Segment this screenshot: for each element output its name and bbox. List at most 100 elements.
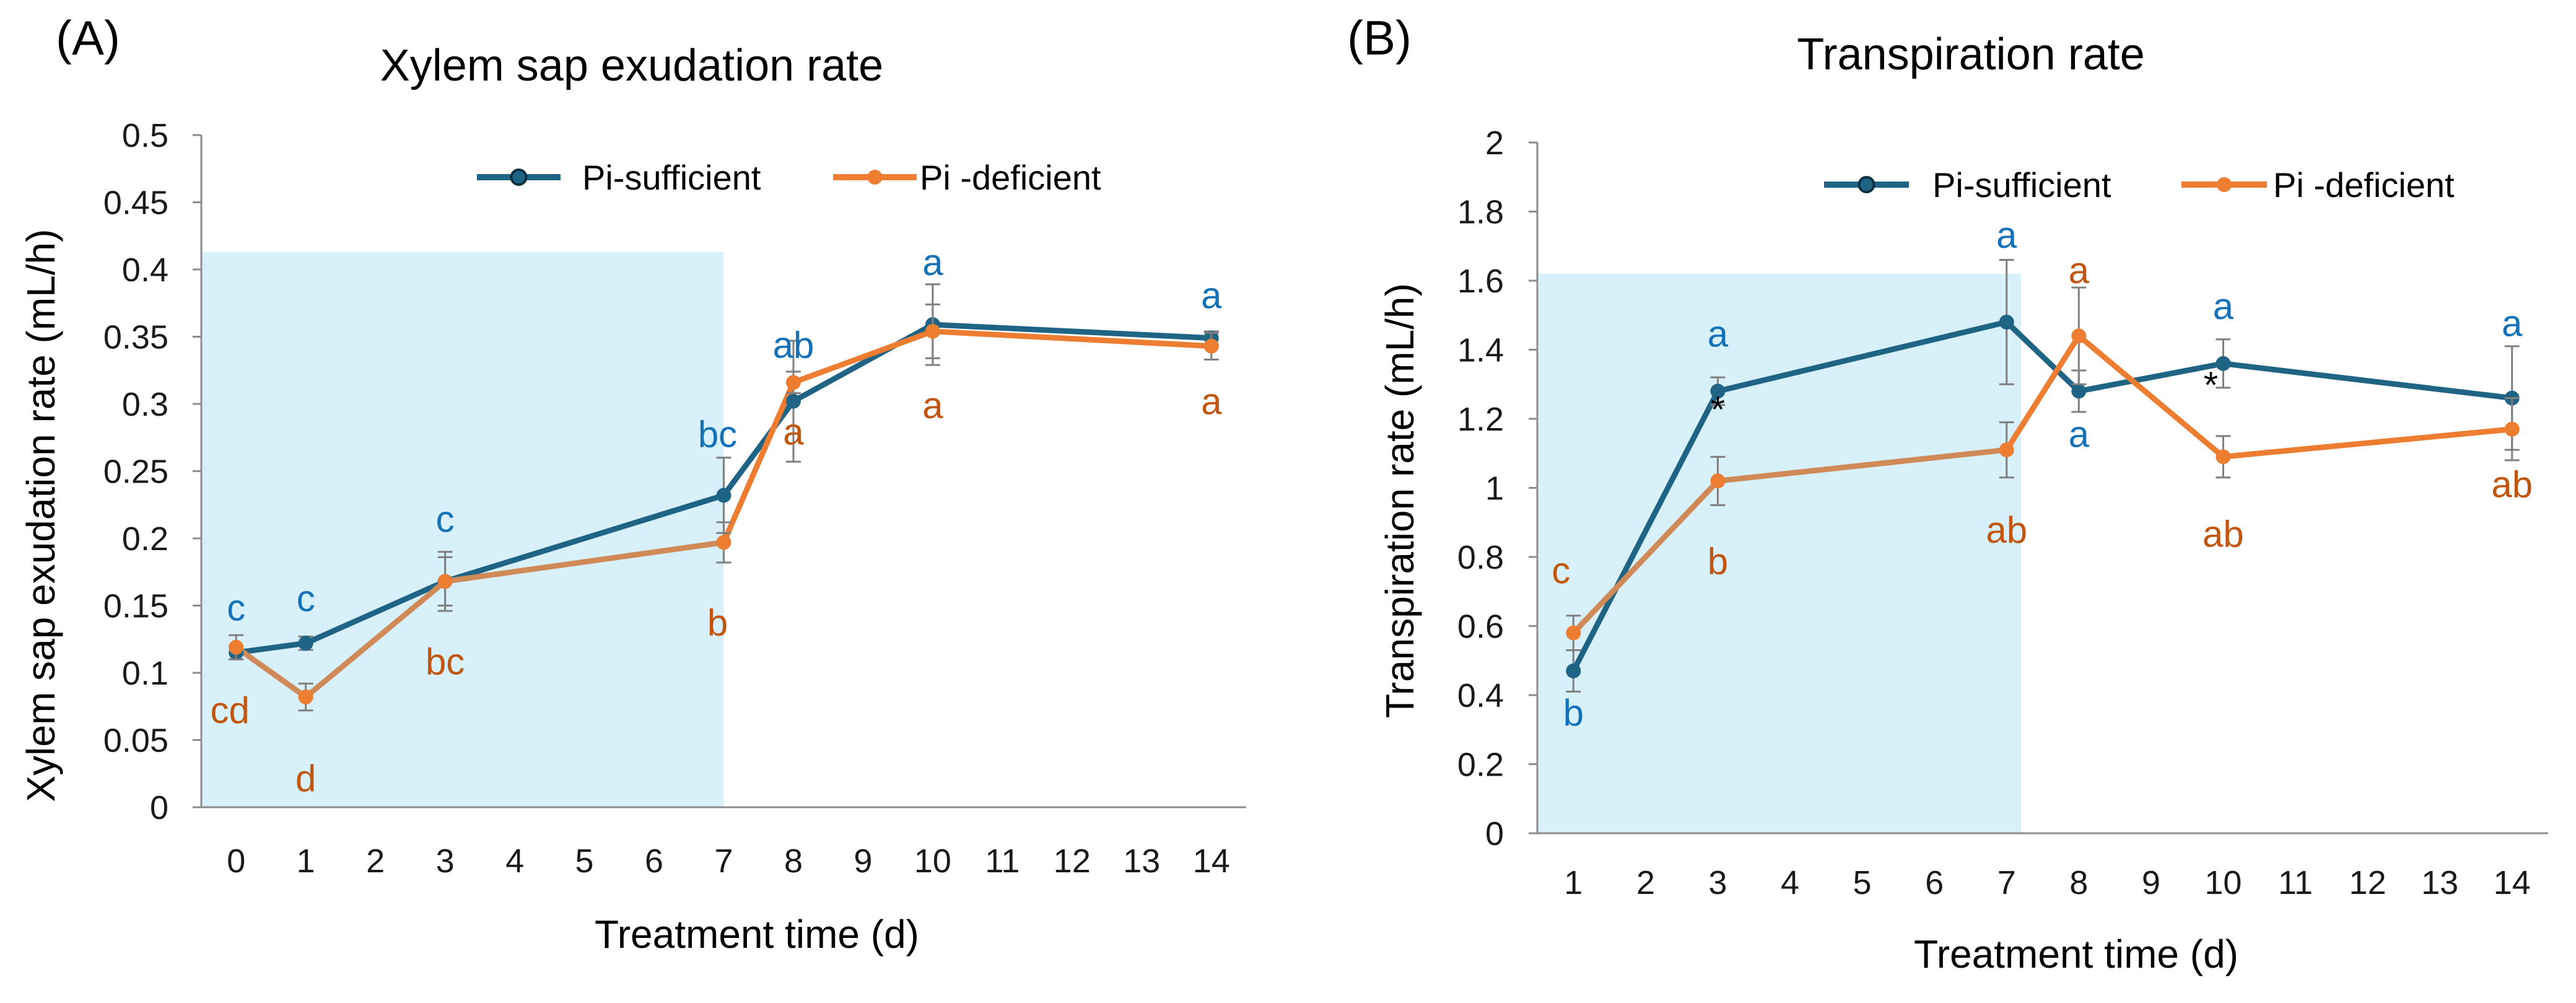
x-tick-label: 12 [1054,843,1091,880]
series-line-pi-deficient [2220,426,2515,460]
panel-label-a: (A) [56,11,120,65]
y-tick-label: 1.6 [1457,263,1504,300]
x-tick-label: 6 [645,843,663,880]
x-tick-label: 9 [854,843,872,880]
significance-letter-pi-deficient: a [783,411,804,452]
x-tick-label: 14 [1193,843,1230,880]
y-tick-label: 0.8 [1457,539,1504,576]
x-tick-label: 7 [1997,864,2016,901]
data-point-pi-deficient [1999,442,2014,458]
significance-letter-pi-sufficient: c [436,498,455,540]
y-tick-label: 1.4 [1457,332,1504,369]
series-line-pi-sufficient [2004,319,2082,394]
x-tick-label: 4 [505,843,524,880]
series-line-pi-sufficient [2220,361,2515,401]
x-tick-label: 8 [2069,864,2088,901]
significance-letter-pi-deficient: b [1708,540,1728,582]
series-line-pi-sufficient [233,640,309,655]
y-tick-label: 0.6 [1457,608,1504,646]
y-tick-label: 0 [1485,815,1504,852]
series-line-pi-deficient [2004,333,2082,453]
y-tick-label: 1.8 [1457,194,1504,231]
significance-letter-pi-deficient: bc [426,641,465,682]
series-line-pi-deficient [303,578,448,700]
significance-letter-pi-sufficient: a [922,242,943,283]
y-tick-label: 0.4 [1457,677,1504,714]
data-point-pi-deficient [2504,421,2520,437]
significance-letter-pi-sufficient: b [1563,692,1584,734]
panel-a: (A) Xylem sap exudation rate Xylem sap e… [19,11,1246,957]
significance-letter-pi-sufficient: a [1996,214,2017,256]
significance-letter-pi-sufficient: a [2069,413,2090,455]
x-tick-label: 1 [1564,864,1583,901]
x-tick-label: 12 [2349,864,2386,901]
x-tick-label: 4 [1781,864,1799,901]
series-line-pi-deficient [2076,333,2226,460]
y-tick-label: 0.3 [122,386,168,423]
data-point-pi-deficient [437,574,453,589]
legend-label-pi-deficient: Pi -deficient [2273,165,2455,204]
chart-title-b: Transpiration rate [1797,30,2145,79]
y-tick-label: 0.05 [103,722,168,760]
y-tick-label: 0.5 [122,117,168,154]
data-point-pi-deficient [925,323,940,339]
legend-label-pi-sufficient: Pi-sufficient [1932,165,2111,204]
series-line-pi-deficient [1570,478,1721,636]
data-point-pi-sufficient [1566,663,1581,678]
legend-marker-pi-deficient [867,170,883,185]
significance-letter-pi-sufficient: a [1708,313,1729,354]
significance-letter-pi-sufficient: bc [698,414,737,455]
data-point-pi-deficient [229,639,244,655]
data-point-pi-sufficient [2216,356,2231,371]
significance-letter-pi-deficient: d [295,758,316,799]
significance-letter-pi-sufficient: c [297,577,315,619]
y-tick-label: 1 [1485,470,1504,507]
x-tick-label: 3 [436,843,455,880]
x-tick-label: 11 [2278,864,2313,901]
legend-label-pi-sufficient: Pi-sufficient [582,158,761,197]
series-line-pi-deficient [930,328,1215,349]
data-point-pi-deficient [2071,328,2087,344]
series-line-pi-deficient [790,328,936,385]
significance-letter-pi-deficient: a [2069,250,2090,291]
y-tick-label: 1.2 [1457,401,1504,438]
series-line-pi-sufficient [930,322,1215,341]
x-tick-label: 8 [784,843,803,880]
panel-label-b: (B) [1347,11,1412,65]
x-tick-label: 11 [985,843,1019,880]
significance-letter-pi-deficient: a [922,385,943,426]
x-tick-label: 10 [2204,864,2242,901]
legend-label-pi-deficient: Pi -deficient [920,158,1101,197]
significance-letter-pi-deficient: ab [1986,509,2027,551]
y-tick-label: 0.45 [103,185,168,222]
data-point-pi-deficient [1203,338,1219,354]
data-point-pi-sufficient [716,488,731,503]
series-line-pi-sufficient [303,578,448,646]
x-tick-label: 2 [1636,864,1655,901]
x-tick-label: 5 [575,843,594,880]
data-point-pi-deficient [1566,625,1581,641]
significance-letter-pi-sufficient: ab [773,325,814,366]
significance-asterisk: * [1711,388,1725,430]
x-tick-label: 1 [297,843,315,880]
data-point-pi-deficient [785,375,801,390]
significance-letter-pi-sufficient: a [2502,303,2523,344]
x-tick-label: 7 [714,843,733,880]
y-tick-label: 0.15 [103,588,168,625]
y-axis-label-b: Transpiration rate (mL/h) [1378,283,1422,718]
data-point-pi-deficient [1710,473,1726,489]
significance-asterisk: * [2204,364,2218,406]
x-axis-label-b: Treatment time (d) [1914,932,2238,976]
data-point-pi-deficient [716,535,731,550]
y-tick-label: 0.4 [122,252,168,289]
significance-letter-pi-deficient: cd [211,690,250,731]
legend-marker-pi-sufficient [510,169,528,186]
data-point-pi-deficient [298,690,313,705]
data-point-pi-sufficient [298,636,313,651]
y-tick-label: 0.2 [122,520,168,558]
x-tick-label: 3 [1708,864,1727,901]
chart-title-a: Xylem sap exudation rate [380,41,883,90]
x-tick-label: 13 [1123,843,1160,880]
x-tick-label: 9 [2142,864,2160,901]
shaded-region [1537,273,2022,834]
